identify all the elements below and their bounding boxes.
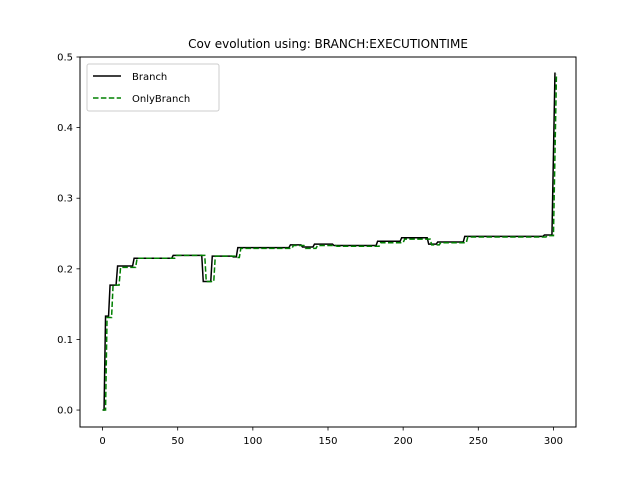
series-line-1: [102, 73, 558, 411]
plot-lines: [102, 72, 558, 411]
legend-label-0: Branch: [132, 72, 167, 83]
x-tick-label: 200: [394, 436, 413, 447]
y-tick-label: 0.3: [57, 194, 73, 205]
x-tick-label: 50: [171, 436, 184, 447]
series-line-0: [102, 72, 556, 411]
chart-title: Cov evolution using: BRANCH:EXECUTIONTIM…: [188, 37, 468, 51]
x-tick-label: 100: [243, 436, 262, 447]
x-axis: 0 50 100 150 200 250 300: [99, 427, 563, 447]
x-tick-label: 300: [544, 436, 563, 447]
y-tick-label: 0.2: [57, 264, 73, 275]
legend-label-1: OnlyBranch: [132, 94, 190, 105]
y-axis: 0.0 0.1 0.2 0.3 0.4 0.5: [57, 53, 80, 417]
x-tick-label: 0: [99, 436, 105, 447]
y-tick-label: 0.5: [57, 53, 73, 64]
y-tick-label: 0.4: [57, 123, 73, 134]
legend: Branch OnlyBranch: [86, 63, 220, 112]
plot-frame: [79, 56, 577, 428]
x-tick-label: 250: [469, 436, 488, 447]
y-tick-label: 0.0: [57, 406, 73, 417]
y-tick-label: 0.1: [57, 335, 73, 346]
x-tick-label: 150: [318, 436, 337, 447]
